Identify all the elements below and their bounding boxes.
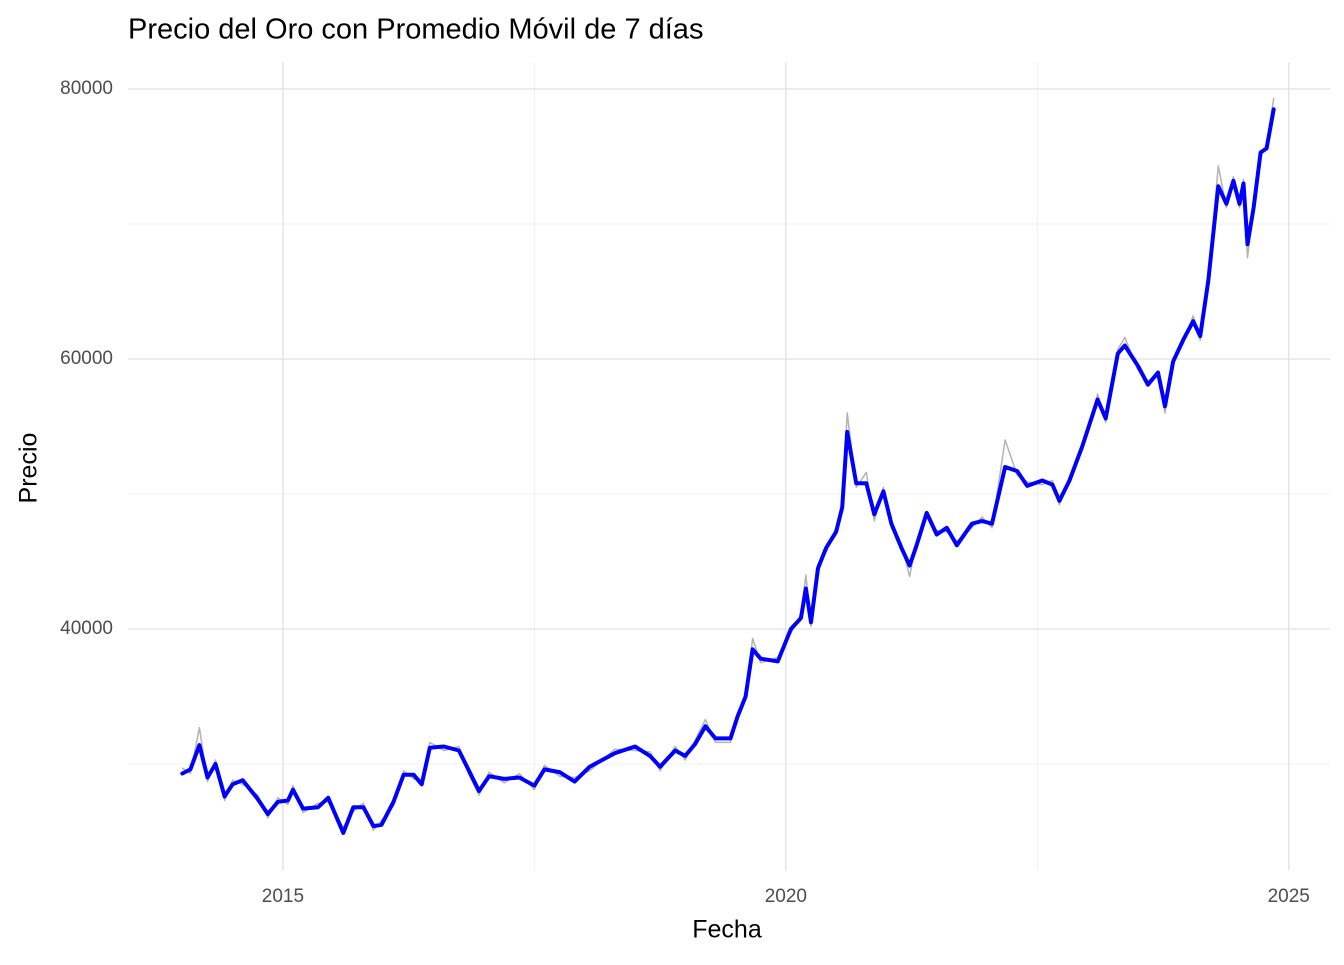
y-tick-label: 80000 [60, 78, 113, 99]
chart-title: Precio del Oro con Promedio Móvil de 7 d… [128, 14, 703, 46]
x-tick-label: 2025 [1268, 886, 1310, 907]
line-series [181, 97, 1275, 831]
y-tick-label: 60000 [60, 348, 113, 369]
x-axis-title: Fecha [692, 916, 762, 944]
y-axis-title: Precio [15, 433, 43, 504]
line-series [180, 107, 1276, 835]
x-tick-label: 2020 [765, 886, 807, 907]
x-tick-label: 2015 [262, 886, 304, 907]
y-tick-label: 40000 [60, 618, 113, 639]
